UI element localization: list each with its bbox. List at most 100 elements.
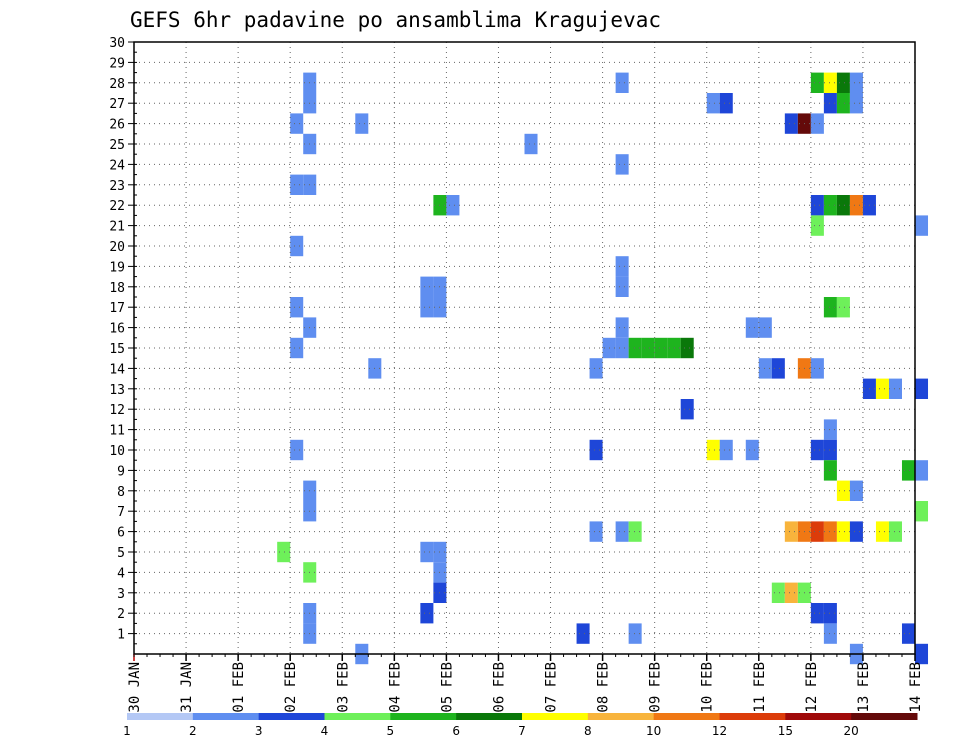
heatmap-cell bbox=[888, 521, 902, 542]
heatmap-cell bbox=[420, 297, 434, 318]
y-tick-label: 13 bbox=[109, 383, 125, 398]
heatmap-cell bbox=[719, 439, 733, 461]
legend-swatch bbox=[192, 713, 260, 720]
legend-label: 10 bbox=[646, 724, 661, 738]
legend-label: 6 bbox=[452, 724, 460, 738]
heatmap-cell bbox=[915, 643, 929, 665]
heatmap-cell bbox=[758, 358, 772, 379]
heatmap-cell bbox=[654, 337, 668, 359]
heatmap-cell bbox=[420, 541, 434, 563]
y-tick-label: 1 bbox=[117, 628, 125, 643]
grid-layer bbox=[134, 41, 915, 654]
legend-label: 3 bbox=[255, 724, 263, 738]
legend-swatch bbox=[522, 713, 589, 720]
legend-swatch bbox=[390, 713, 457, 720]
y-tick-label: 23 bbox=[109, 179, 125, 194]
heatmap-cell bbox=[706, 93, 720, 114]
y-tick-label: 6 bbox=[117, 526, 125, 541]
heatmap-cell bbox=[875, 521, 889, 542]
y-tick-label: 4 bbox=[117, 566, 125, 581]
legend-swatch bbox=[258, 713, 325, 720]
heatmap-cell bbox=[810, 215, 824, 236]
x-tick-label: 13 FEB bbox=[856, 662, 872, 713]
heatmap-cell bbox=[745, 317, 759, 338]
heatmap-cell bbox=[836, 72, 850, 93]
heatmap-cell bbox=[420, 276, 434, 297]
heatmap-cell bbox=[849, 93, 863, 114]
heatmap-cell bbox=[628, 521, 642, 542]
y-tick-label: 2 bbox=[117, 607, 125, 622]
heatmap-cell bbox=[615, 72, 629, 93]
y-tick-label: 15 bbox=[109, 342, 125, 357]
x-tick-label: 09 FEB bbox=[648, 662, 664, 713]
legend-swatch bbox=[324, 713, 391, 720]
heatmap-cell bbox=[706, 439, 720, 461]
legend-label: 7 bbox=[518, 724, 526, 738]
heatmap-cell bbox=[290, 297, 304, 318]
legend-label: 2 bbox=[189, 724, 197, 738]
y-tick-label: 14 bbox=[109, 362, 125, 377]
heatmap-cell bbox=[836, 297, 850, 318]
legend-swatch bbox=[719, 713, 786, 720]
heatmap-cell bbox=[849, 521, 863, 542]
heatmap-cell bbox=[810, 603, 824, 624]
heatmap-cell bbox=[915, 215, 929, 236]
legend-label: 12 bbox=[712, 724, 727, 738]
heatmap-cell bbox=[823, 439, 837, 461]
x-tick-label: 02 FEB bbox=[283, 662, 299, 713]
heatmap-cell bbox=[823, 195, 837, 216]
legend-label: 15 bbox=[778, 724, 793, 738]
heatmap-cell bbox=[771, 582, 785, 603]
heatmap-cell bbox=[823, 72, 837, 93]
x-tick-label: 12 FEB bbox=[804, 662, 820, 713]
heatmap-cell bbox=[849, 195, 863, 216]
heatmap-cell bbox=[875, 378, 889, 399]
heatmap-cell bbox=[901, 460, 915, 481]
heatmap-cell bbox=[615, 317, 629, 338]
heatmap-cell bbox=[446, 195, 460, 216]
chart-title: GEFS 6hr padavine po ansamblima Kragujev… bbox=[130, 8, 661, 32]
cells-layer bbox=[277, 72, 929, 665]
heatmap-cell bbox=[355, 113, 369, 134]
heatmap-cell bbox=[290, 235, 304, 257]
heatmap-cell bbox=[810, 113, 824, 134]
heatmap-cell bbox=[784, 521, 798, 542]
x-tick-label: 05 FEB bbox=[439, 662, 455, 713]
y-axis: 1234567891011121314151617181920212223242… bbox=[109, 36, 137, 655]
y-tick-label: 12 bbox=[109, 403, 125, 418]
x-tick-label: 11 FEB bbox=[752, 662, 768, 713]
y-tick-label: 18 bbox=[109, 281, 125, 296]
heatmap-cell bbox=[615, 256, 629, 277]
y-tick-label: 16 bbox=[109, 322, 125, 337]
heatmap-cell bbox=[277, 541, 291, 563]
heatmap-cell bbox=[836, 93, 850, 114]
heatmap-cell bbox=[784, 582, 798, 603]
y-tick-label: 25 bbox=[109, 138, 125, 153]
heatmap-cell bbox=[915, 501, 929, 522]
legend-swatch bbox=[456, 713, 523, 720]
y-tick-label: 24 bbox=[109, 158, 125, 173]
heatmap-cell bbox=[589, 521, 603, 542]
heatmap-cell bbox=[615, 154, 629, 175]
legend-label: 1 bbox=[123, 724, 131, 738]
x-tick-label: 03 FEB bbox=[335, 662, 351, 713]
y-tick-label: 28 bbox=[109, 77, 125, 92]
heatmap-cell bbox=[680, 399, 694, 420]
y-tick-label: 26 bbox=[109, 118, 125, 133]
heatmap-cell bbox=[680, 337, 694, 359]
heatmap-cell bbox=[915, 378, 929, 399]
heatmap-cell bbox=[524, 133, 538, 155]
legend-swatch bbox=[127, 713, 194, 720]
heatmap-cell bbox=[810, 521, 824, 542]
heatmap-cell bbox=[823, 623, 837, 644]
heatmap-cell bbox=[901, 623, 915, 644]
heatmap-cell bbox=[628, 337, 642, 359]
heatmap-cell bbox=[849, 72, 863, 93]
heatmap-cell bbox=[615, 337, 629, 359]
heatmap-cell bbox=[771, 358, 785, 379]
legend-label: 20 bbox=[844, 724, 859, 738]
heatmap-cell bbox=[810, 439, 824, 461]
heatmap-cell bbox=[823, 521, 837, 542]
y-tick-label: 10 bbox=[109, 444, 125, 459]
